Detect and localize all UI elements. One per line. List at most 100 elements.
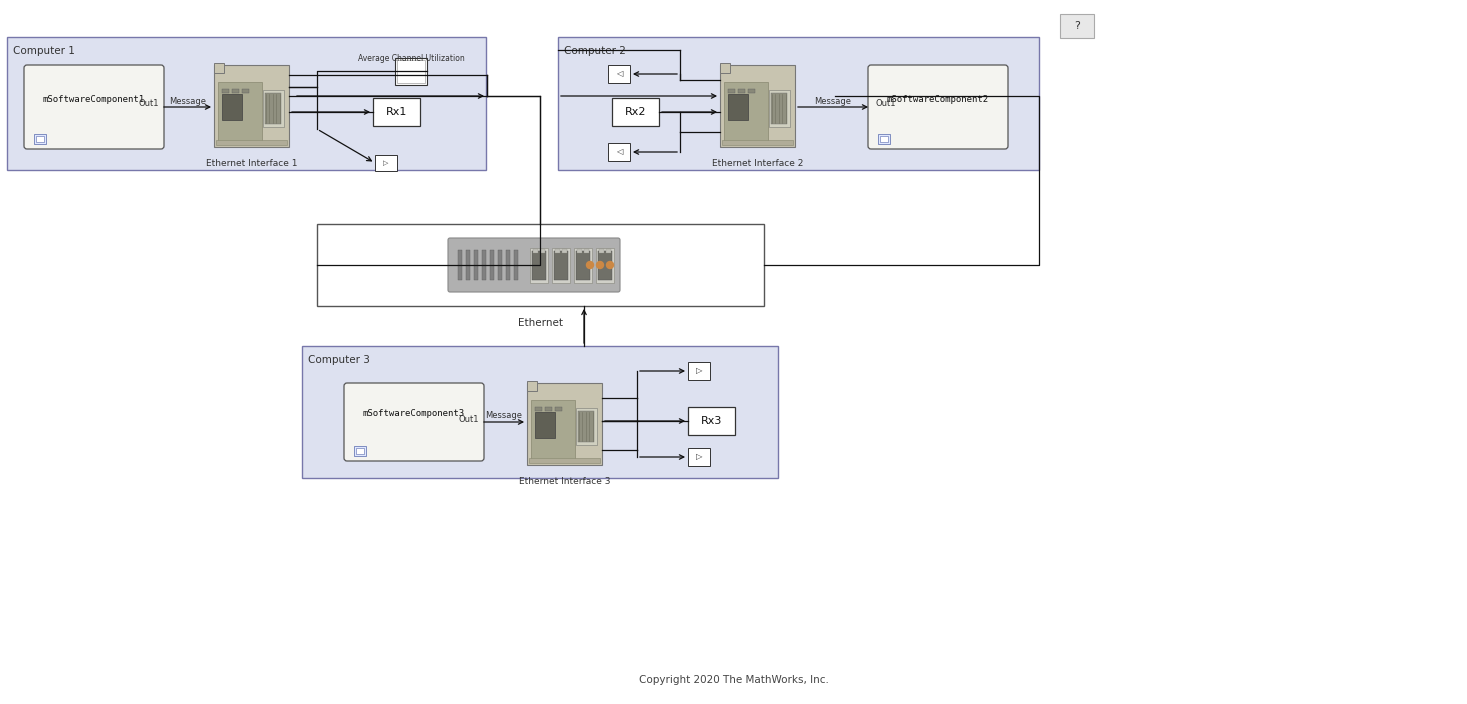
Bar — [879, 134, 890, 144]
Bar — [606, 249, 610, 253]
Bar — [531, 400, 575, 459]
Text: Ethernet Interface 2: Ethernet Interface 2 — [711, 159, 804, 168]
Text: ▷: ▷ — [695, 367, 703, 375]
Bar — [769, 89, 789, 127]
Bar — [354, 446, 365, 456]
Bar — [506, 250, 511, 280]
Bar — [557, 37, 1039, 170]
Bar — [490, 250, 494, 280]
Bar — [720, 63, 731, 73]
Bar — [513, 250, 518, 280]
Circle shape — [587, 261, 594, 268]
Bar — [596, 248, 615, 282]
Bar — [720, 65, 795, 147]
Bar — [738, 89, 745, 93]
Bar — [467, 250, 469, 280]
Bar — [599, 249, 604, 253]
Text: ▷: ▷ — [383, 160, 389, 166]
Text: ◁: ◁ — [616, 70, 622, 79]
Text: Ethernet Interface 3: Ethernet Interface 3 — [519, 477, 610, 486]
Text: mSoftwareComponent3: mSoftwareComponent3 — [362, 410, 465, 418]
Bar — [34, 134, 45, 144]
Text: Rx1: Rx1 — [386, 107, 408, 117]
FancyBboxPatch shape — [447, 238, 621, 292]
Bar — [574, 248, 593, 282]
Text: mSoftwareComponent2: mSoftwareComponent2 — [888, 94, 989, 103]
Bar — [395, 58, 427, 85]
Text: ?: ? — [1074, 21, 1080, 31]
Bar — [232, 89, 239, 93]
Bar — [37, 136, 44, 142]
Bar — [722, 140, 794, 145]
Bar — [264, 93, 282, 123]
Bar — [599, 251, 612, 279]
Bar — [880, 136, 888, 142]
Bar — [1061, 14, 1094, 38]
Text: Computer 1: Computer 1 — [13, 46, 75, 56]
Bar — [546, 407, 552, 410]
Bar — [356, 448, 364, 454]
Bar — [533, 249, 538, 253]
Text: Out1: Out1 — [874, 99, 895, 108]
Bar — [302, 346, 778, 478]
Bar — [562, 249, 568, 253]
FancyBboxPatch shape — [23, 65, 164, 149]
Bar — [376, 155, 398, 171]
Bar — [497, 250, 502, 280]
Text: Computer 2: Computer 2 — [563, 46, 626, 56]
Bar — [527, 383, 601, 465]
Bar — [578, 410, 594, 441]
Bar — [575, 408, 597, 444]
Bar — [263, 89, 283, 127]
Bar — [216, 140, 288, 145]
Bar — [458, 250, 462, 280]
Bar — [725, 82, 767, 141]
Bar — [535, 407, 541, 410]
Bar — [214, 65, 289, 147]
Text: Rx2: Rx2 — [625, 107, 647, 117]
Bar — [222, 94, 242, 120]
Bar — [373, 98, 420, 126]
Bar — [535, 412, 555, 439]
Circle shape — [606, 261, 613, 268]
Bar — [214, 63, 224, 73]
Bar — [7, 37, 486, 170]
Bar — [728, 94, 748, 120]
Bar — [688, 407, 735, 435]
Text: Rx3: Rx3 — [701, 416, 722, 426]
Bar — [219, 82, 261, 141]
Bar — [222, 89, 229, 93]
Bar — [577, 251, 590, 279]
Bar — [540, 249, 546, 253]
FancyBboxPatch shape — [343, 383, 484, 461]
Bar — [483, 250, 486, 280]
Bar — [584, 249, 588, 253]
Text: Ethernet: Ethernet — [518, 318, 563, 328]
Text: ▷: ▷ — [695, 453, 703, 462]
Bar — [552, 248, 571, 282]
Text: Ethernet Interface 1: Ethernet Interface 1 — [205, 159, 298, 168]
Bar — [612, 98, 659, 126]
Text: Message: Message — [169, 96, 205, 106]
Bar — [474, 250, 478, 280]
Bar — [555, 251, 568, 279]
Circle shape — [597, 261, 603, 268]
Bar — [317, 224, 764, 306]
Text: Computer 3: Computer 3 — [308, 355, 370, 365]
Bar — [398, 60, 425, 83]
Bar — [770, 93, 788, 123]
Bar — [728, 89, 735, 93]
Text: Out1: Out1 — [138, 99, 158, 108]
Bar — [688, 362, 710, 380]
Text: Average Channel Utilization: Average Channel Utilization — [358, 54, 465, 63]
FancyBboxPatch shape — [868, 65, 1008, 149]
Bar — [688, 448, 710, 466]
Bar — [527, 381, 537, 391]
Bar — [530, 458, 600, 463]
Bar — [242, 89, 249, 93]
Text: Copyright 2020 The MathWorks, Inc.: Copyright 2020 The MathWorks, Inc. — [638, 675, 829, 685]
Bar — [577, 249, 582, 253]
Text: ◁: ◁ — [616, 148, 622, 156]
Text: Message: Message — [814, 96, 851, 106]
Bar — [533, 251, 546, 279]
